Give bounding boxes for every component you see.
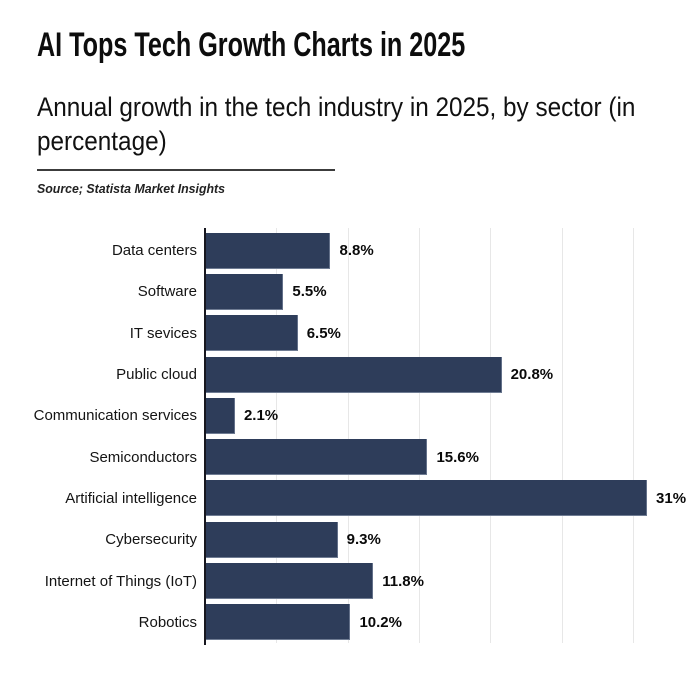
divider-line xyxy=(37,169,335,171)
bar-chart: Data centers 8.8% Software 5.5% IT sevices 6.… xyxy=(0,228,700,645)
value-label: 11.8% xyxy=(382,572,424,590)
gridline xyxy=(418,228,420,643)
category-label: Data centers xyxy=(111,242,197,260)
gridline xyxy=(490,228,492,643)
bar xyxy=(205,563,374,600)
chart-row: Internet of Things (IoT) 11.8% xyxy=(0,560,700,601)
bar-area: 9.3% xyxy=(205,521,700,558)
chart-row: Artificial intelligence 31% xyxy=(0,478,700,519)
gridline xyxy=(276,228,278,643)
value-label: 2.1% xyxy=(243,407,279,425)
value-label: 31% xyxy=(656,489,687,507)
plot-area xyxy=(205,228,697,643)
bar-area: 10.2% xyxy=(205,604,700,641)
bar-area: 15.6% xyxy=(205,439,700,476)
chart-rows: Data centers 8.8% Software 5.5% IT sevices 6.… xyxy=(0,230,700,643)
value-label: 15.6% xyxy=(436,448,479,466)
category-label: Robotics xyxy=(138,613,197,631)
category-label: Public cloud xyxy=(116,366,197,384)
chart-subtitle: Annual growth in the tech industry in 20… xyxy=(37,92,636,156)
bar-area: 6.5% xyxy=(205,315,700,352)
category-label: Artificial intelligence xyxy=(65,489,197,507)
value-label: 6.5% xyxy=(306,324,341,342)
chart-row: Robotics 10.2% xyxy=(0,602,700,643)
bar xyxy=(205,521,338,558)
chart-row: Data centers 8.8% xyxy=(0,230,700,271)
bar-area: 5.5% xyxy=(205,273,700,310)
value-label: 10.2% xyxy=(359,613,402,631)
bar xyxy=(205,480,648,517)
bar-area: 31% xyxy=(205,480,700,517)
bar xyxy=(205,604,351,641)
chart-title: AI Tops Tech Growth Charts in 2025 xyxy=(37,26,466,64)
bar-area: 20.8% xyxy=(205,356,700,393)
value-label: 20.8% xyxy=(510,366,554,384)
chart-row: Cybersecurity 9.3% xyxy=(0,519,700,560)
y-axis-line xyxy=(204,228,206,645)
chart-row: IT sevices 6.5% xyxy=(0,313,700,354)
bar-area: 11.8% xyxy=(205,563,700,600)
category-label: Internet of Things (IoT) xyxy=(44,572,197,590)
gridline xyxy=(347,228,349,643)
category-label: Communication services xyxy=(33,407,197,425)
chart-row: Public cloud 20.8% xyxy=(0,354,700,395)
bar xyxy=(205,315,298,352)
bar xyxy=(205,397,235,434)
category-label: Software xyxy=(137,283,197,301)
chart-row: Semiconductors 15.6% xyxy=(0,436,700,477)
value-label: 5.5% xyxy=(292,283,327,301)
gridline xyxy=(561,228,563,643)
bar xyxy=(205,356,502,393)
chart-row: Communication services 2.1% xyxy=(0,395,700,436)
chart-row: Software 5.5% xyxy=(0,271,700,312)
bar xyxy=(205,439,428,476)
category-label: IT sevices xyxy=(129,324,197,342)
bar-area: 8.8% xyxy=(205,232,700,269)
category-label: Cybersecurity xyxy=(105,531,197,549)
bar-area: 2.1% xyxy=(205,397,700,434)
bar xyxy=(205,273,284,310)
value-label: 8.8% xyxy=(339,242,374,260)
source-note: Source; Statista Market Insights xyxy=(37,181,226,196)
gridline xyxy=(632,228,634,643)
value-label: 9.3% xyxy=(346,531,381,549)
bar xyxy=(205,232,331,269)
category-label: Semiconductors xyxy=(89,448,197,466)
